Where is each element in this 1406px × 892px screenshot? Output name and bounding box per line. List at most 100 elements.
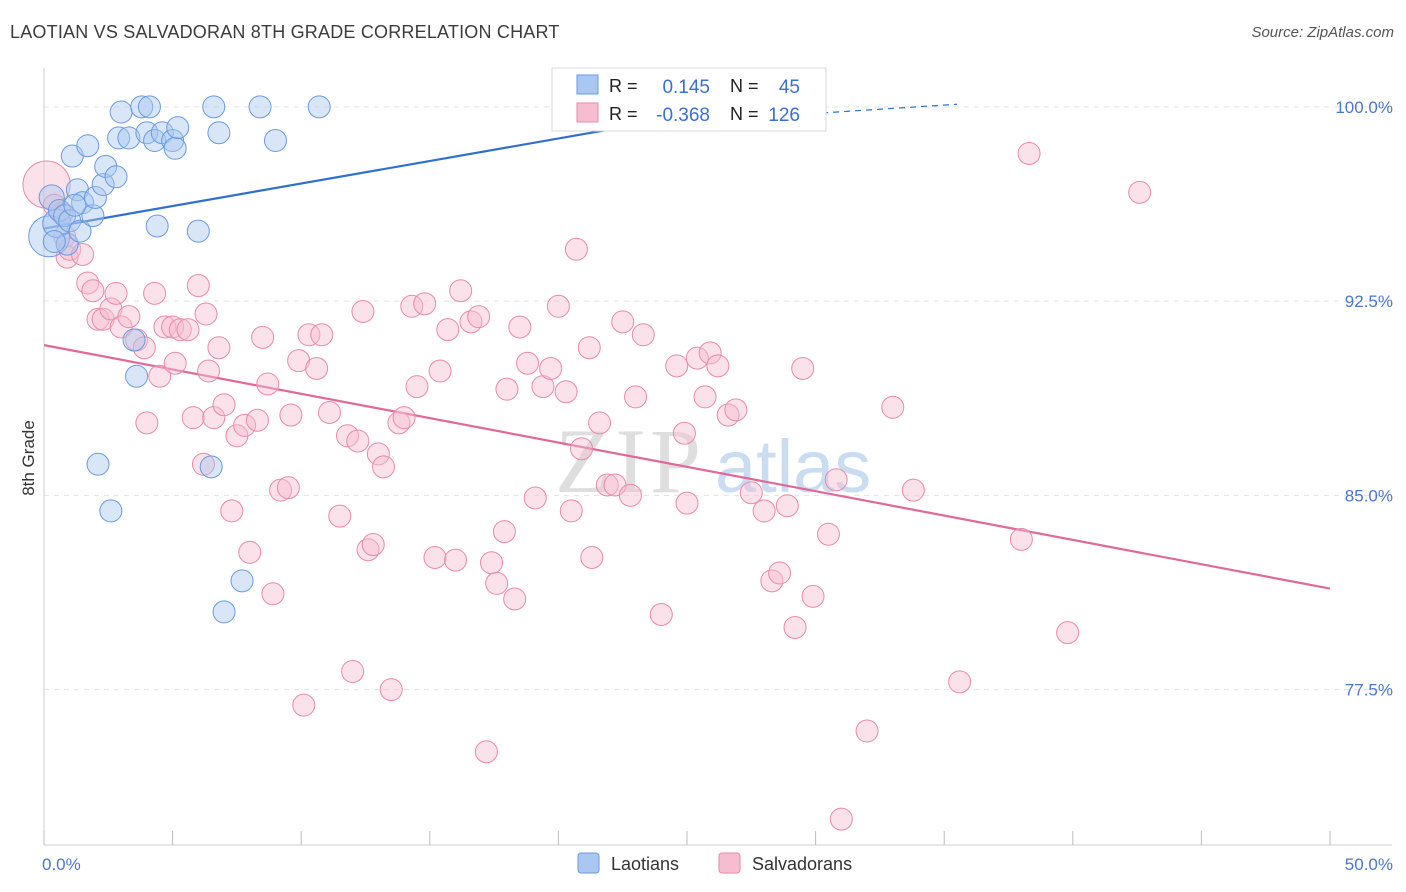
salvadorans-point-111 — [783, 615, 807, 639]
salvadorans-point-78 — [516, 351, 540, 375]
salvadorans-point-56 — [366, 442, 390, 466]
salvadorans-point-57 — [372, 455, 396, 479]
salvadorans-point-12 — [104, 281, 128, 305]
stats-blue-r-value: 0.145 — [662, 77, 710, 98]
salvadorans-point-84 — [559, 499, 583, 523]
salvadorans-point-58 — [379, 678, 403, 702]
salvadorans-point-0 — [22, 160, 71, 209]
salvadorans-point-18 — [143, 281, 167, 305]
laotians-point-31 — [186, 219, 210, 243]
salvadorans-point-89 — [588, 411, 612, 435]
salvadorans-point-95 — [631, 323, 655, 347]
salvadorans-point-19 — [148, 364, 172, 388]
laotians-trend-extension — [635, 103, 958, 126]
salvadorans-point-31 — [212, 393, 236, 417]
salvadorans-point-75 — [495, 377, 519, 401]
salvadorans-point-76 — [503, 587, 527, 611]
salvadorans-point-8 — [81, 279, 105, 303]
salvadorans-point-14 — [117, 305, 141, 329]
salvadorans-point-25 — [181, 406, 205, 430]
salvadorans-point-46 — [305, 356, 329, 380]
laotians-point-38 — [263, 129, 287, 153]
salvadorans-points — [22, 141, 1152, 831]
legend: Laotians Salvadorans — [577, 852, 852, 874]
salvadorans-point-65 — [428, 359, 452, 383]
salvadorans-point-122 — [1056, 621, 1080, 645]
salvadorans-point-97 — [665, 354, 689, 378]
salvadorans-point-26 — [186, 274, 210, 298]
salvadorans-point-123 — [1128, 180, 1152, 204]
salvadorans-point-110 — [775, 494, 799, 518]
laotians-point-11 — [76, 134, 100, 158]
salvadorans-point-49 — [328, 504, 352, 528]
laotians-point-36 — [230, 569, 254, 593]
salvadorans-point-102 — [698, 341, 722, 365]
salvadorans-point-47 — [310, 323, 334, 347]
laotians-point-22 — [130, 95, 154, 119]
laotians-point-40 — [86, 452, 110, 476]
salvadorans-point-96 — [649, 602, 673, 626]
laotians-point-24 — [137, 95, 161, 119]
trend-lines — [43, 103, 1331, 590]
salvadorans-point-38 — [256, 372, 280, 396]
watermark: ZIP atlas — [555, 410, 871, 512]
laotians-point-35 — [212, 600, 236, 624]
salvadorans-point-106 — [739, 481, 763, 505]
laotians-point-29 — [163, 136, 187, 160]
salvadorans-point-43 — [287, 349, 311, 373]
salvadorans-point-116 — [829, 807, 853, 831]
laotians-point-6 — [58, 209, 82, 233]
salvadorans-point-17 — [135, 411, 159, 435]
salvadorans-point-63 — [413, 292, 437, 316]
chart-title: LAOTIAN VS SALVADORAN 8TH GRADE CORRELAT… — [10, 22, 560, 42]
salvadorans-point-28 — [197, 359, 221, 383]
salvadorans-point-85 — [564, 237, 588, 261]
laotians-trend-line — [43, 123, 636, 230]
salvadorans-point-93 — [618, 483, 642, 507]
stats-blue-r-label: R = — [609, 76, 638, 96]
salvadorans-point-88 — [580, 546, 604, 570]
y-tick-label-3: 77.5% — [1345, 681, 1393, 700]
laotians-point-14 — [91, 173, 115, 197]
stats-blue-swatch — [576, 74, 599, 95]
legend-laotians-swatch — [577, 852, 600, 874]
salvadorans-point-39 — [261, 582, 285, 606]
salvadorans-point-83 — [554, 380, 578, 404]
stats-pink-swatch — [576, 102, 599, 123]
salvadorans-point-86 — [570, 437, 594, 461]
salvadorans-point-32 — [220, 499, 244, 523]
salvadorans-point-52 — [346, 429, 370, 453]
y-tick-label-0: 100.0% — [1335, 98, 1393, 117]
salvadorans-point-64 — [423, 546, 447, 570]
salvadorans-point-99 — [675, 491, 699, 515]
laotians-point-33 — [202, 95, 226, 119]
salvadorans-point-117 — [881, 395, 905, 419]
salvadorans-point-100 — [685, 346, 709, 370]
salvadorans-point-42 — [279, 403, 303, 427]
stats-blue-n-value: 45 — [779, 77, 800, 98]
laotians-point-16 — [104, 165, 128, 189]
tick-labels: 100.0% 92.5% 85.0% 77.5% 0.0% 50.0% — [42, 98, 1393, 874]
salvadorans-point-92 — [611, 310, 635, 334]
salvadorans-point-112 — [791, 356, 815, 380]
salvadorans-point-30 — [207, 336, 231, 360]
laotians-point-43 — [42, 230, 66, 254]
salvadorans-point-41 — [276, 476, 300, 500]
salvadorans-point-118 — [901, 478, 925, 502]
salvadorans-point-121 — [1017, 141, 1041, 165]
source-credit: Source: ZipAtlas.com — [1251, 24, 1394, 41]
laotians-point-30 — [166, 116, 190, 140]
salvadorans-trend-line — [43, 344, 1331, 590]
laotians-point-19 — [117, 126, 141, 150]
salvadorans-point-55 — [361, 533, 385, 557]
salvadorans-point-29 — [202, 406, 226, 430]
laotians-point-34 — [207, 121, 231, 145]
salvadorans-point-105 — [724, 398, 748, 422]
salvadorans-point-124 — [855, 719, 879, 743]
laotians-point-37 — [248, 95, 272, 119]
salvadorans-point-35 — [238, 540, 262, 564]
laotians-point-15 — [94, 154, 118, 178]
salvadorans-point-66 — [436, 318, 460, 342]
watermark-atlas: atlas — [715, 425, 871, 508]
